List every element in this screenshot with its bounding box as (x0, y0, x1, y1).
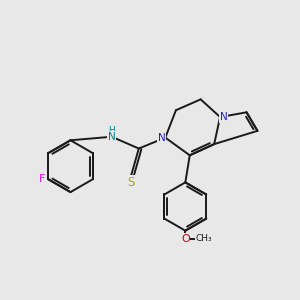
Text: S: S (127, 176, 134, 189)
Text: N: N (158, 133, 166, 142)
Text: N: N (108, 132, 116, 142)
Text: F: F (38, 174, 45, 184)
Text: N: N (220, 112, 227, 122)
Text: O: O (181, 234, 190, 244)
Text: H: H (108, 126, 115, 135)
Text: CH₃: CH₃ (195, 234, 212, 243)
